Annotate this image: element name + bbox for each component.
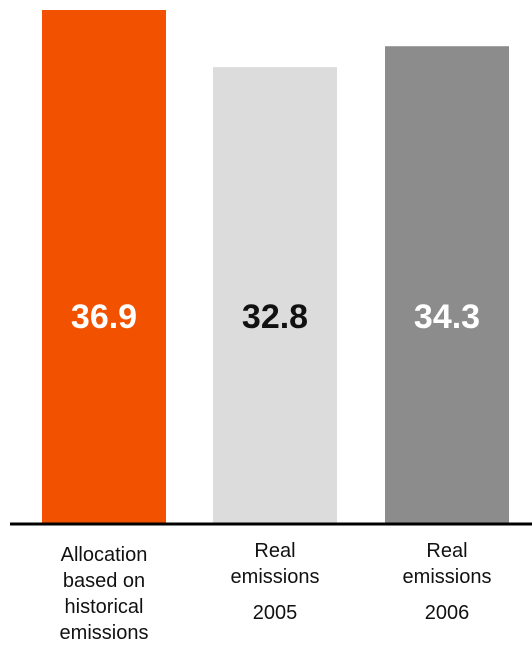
category-label-line: based on	[62, 570, 146, 592]
category-label-line: emissions	[402, 566, 492, 588]
category-label-3: Real emissions 2006	[372, 538, 522, 626]
category-label-line: emissions	[59, 622, 149, 644]
category-label-2: Real emissions 2005	[200, 538, 350, 626]
bar-2	[213, 67, 337, 524]
bar-value-label-1: 36.9	[71, 298, 137, 336]
category-label-line: Allocation	[60, 544, 148, 566]
category-year-label: 2006	[424, 602, 470, 624]
bar-3	[385, 46, 509, 525]
category-label-line: historical	[64, 596, 144, 618]
bar-value-label-3: 34.3	[414, 298, 480, 336]
category-label-line: emissions	[230, 566, 320, 588]
bar-value-label-2: 32.8	[242, 298, 308, 336]
category-year-label: 2005	[252, 602, 298, 624]
category-label-line: Real	[426, 540, 468, 562]
category-label-1: Allocation based on historical emissions	[29, 542, 179, 646]
category-label-line: Real	[254, 540, 296, 562]
bar-1	[42, 10, 166, 524]
